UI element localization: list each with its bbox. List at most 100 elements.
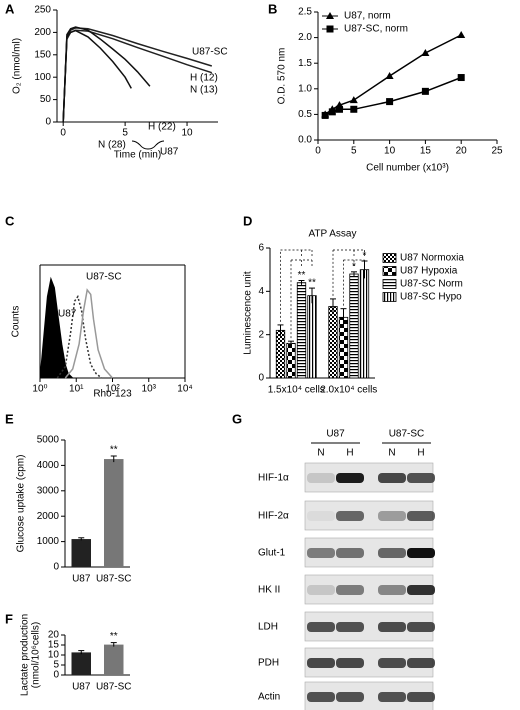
blot-band <box>336 658 364 668</box>
lane-label: H <box>417 448 424 459</box>
y-tick-label: 0 <box>258 373 264 384</box>
marker <box>385 72 394 79</box>
row-label: LDH <box>258 622 278 633</box>
legend-label: U87, norm <box>344 11 391 22</box>
blot-band <box>378 622 406 632</box>
series-line <box>324 34 462 116</box>
y-tick-label: 10 <box>48 650 60 661</box>
legend-swatch <box>382 292 397 302</box>
y-tick-label: 50 <box>40 94 52 105</box>
marker <box>349 96 358 104</box>
x-tick-label: 10 <box>181 128 193 139</box>
marker <box>421 87 429 95</box>
annotation: U87-SC <box>192 47 228 58</box>
blot-band <box>407 548 435 558</box>
series-line <box>62 26 151 123</box>
series-line <box>64 288 114 379</box>
legend-swatch <box>382 279 397 289</box>
chart-title: ATP Assay <box>309 229 357 240</box>
blot-band <box>307 473 335 483</box>
blot-band <box>307 548 335 558</box>
x-tick-label: 0 <box>60 128 66 139</box>
panel-label: B <box>268 1 277 16</box>
legend-swatch <box>382 253 397 263</box>
row-label: Actin <box>258 692 280 703</box>
y-tick-label: 0 <box>53 670 59 681</box>
row-label: PDH <box>258 658 279 669</box>
x-tick-label: 25 <box>491 146 503 157</box>
x-tick-label: U87 <box>72 574 91 585</box>
blot-band <box>407 622 435 632</box>
y-tick-label: 0.0 <box>298 135 312 146</box>
legend-marker <box>326 12 334 19</box>
legend-label: U87 Normoxia <box>400 253 464 264</box>
significance: * <box>363 251 367 262</box>
blot-band <box>407 473 435 483</box>
bar <box>275 329 286 379</box>
panel-label: D <box>243 213 252 228</box>
bar <box>328 306 338 379</box>
significance: ** <box>308 278 316 289</box>
x-tick-label: 10³ <box>142 384 157 395</box>
series-label: U87-SC <box>86 272 122 283</box>
legend-label: U87-SC, norm <box>344 24 408 35</box>
legend-label: U87-SC Hypo <box>400 292 462 303</box>
series-label: N (13) <box>190 85 218 96</box>
blot-band <box>378 585 406 595</box>
y-tick-label: 200 <box>34 27 51 38</box>
series-line <box>56 294 103 379</box>
bar <box>104 644 124 675</box>
series-line <box>39 276 74 379</box>
blot-band <box>378 658 406 668</box>
series-label: N (28) <box>98 140 126 151</box>
blot-band <box>407 511 435 521</box>
row-label: HIF-1α <box>258 473 289 484</box>
y-axis-label: Luminescence unit <box>243 271 254 355</box>
y-axis-label: O₂ (nmol/ml) <box>12 38 23 94</box>
blot-band <box>407 692 435 702</box>
blot-band <box>378 473 406 483</box>
x-tick-label: 5 <box>351 146 357 157</box>
bar <box>296 282 307 379</box>
marker <box>457 31 466 39</box>
lane-label: H <box>346 448 353 459</box>
series-line <box>62 29 132 123</box>
blot-band <box>407 658 435 668</box>
x-tick-label: 15 <box>420 146 432 157</box>
bar <box>359 269 370 379</box>
y-axis-label: Counts <box>11 306 22 338</box>
y-tick-label: 2.0 <box>298 32 312 43</box>
x-tick-label: 1.5x10⁴ cells <box>268 385 325 396</box>
significance: ** <box>110 631 118 642</box>
blot-band <box>336 585 364 595</box>
marker <box>350 105 358 113</box>
row-label: HK II <box>258 585 280 596</box>
bar <box>71 652 91 675</box>
group-label: U87 <box>326 429 345 440</box>
x-tick-label: 10¹ <box>69 384 84 395</box>
y-tick-label: 2.5 <box>298 7 312 18</box>
x-tick-label: 20 <box>456 146 468 157</box>
x-tick-label: 10⁰ <box>32 384 47 395</box>
panel-label: A <box>5 1 15 16</box>
y-axis-label: Glucose uptake (cpm) <box>16 455 27 553</box>
marker <box>335 105 343 113</box>
y-tick-label: 150 <box>34 49 51 60</box>
y-tick-label: 0 <box>45 117 51 128</box>
blot-band <box>407 585 435 595</box>
y-tick-label: 0 <box>53 562 59 573</box>
x-tick-label: U87 <box>72 682 91 693</box>
y-tick-label: 1.0 <box>298 83 312 94</box>
marker <box>321 111 329 119</box>
blot-band <box>307 585 335 595</box>
x-tick-label: U87-SC <box>96 574 132 585</box>
x-axis-label: Time (min) <box>114 150 161 161</box>
brace <box>131 140 165 150</box>
y-tick-label: 0.5 <box>298 109 312 120</box>
x-tick-label: 10⁴ <box>177 384 192 395</box>
marker <box>457 74 465 82</box>
marker <box>421 48 430 56</box>
x-tick-label: 0 <box>315 146 321 157</box>
lane-label: N <box>317 448 324 459</box>
